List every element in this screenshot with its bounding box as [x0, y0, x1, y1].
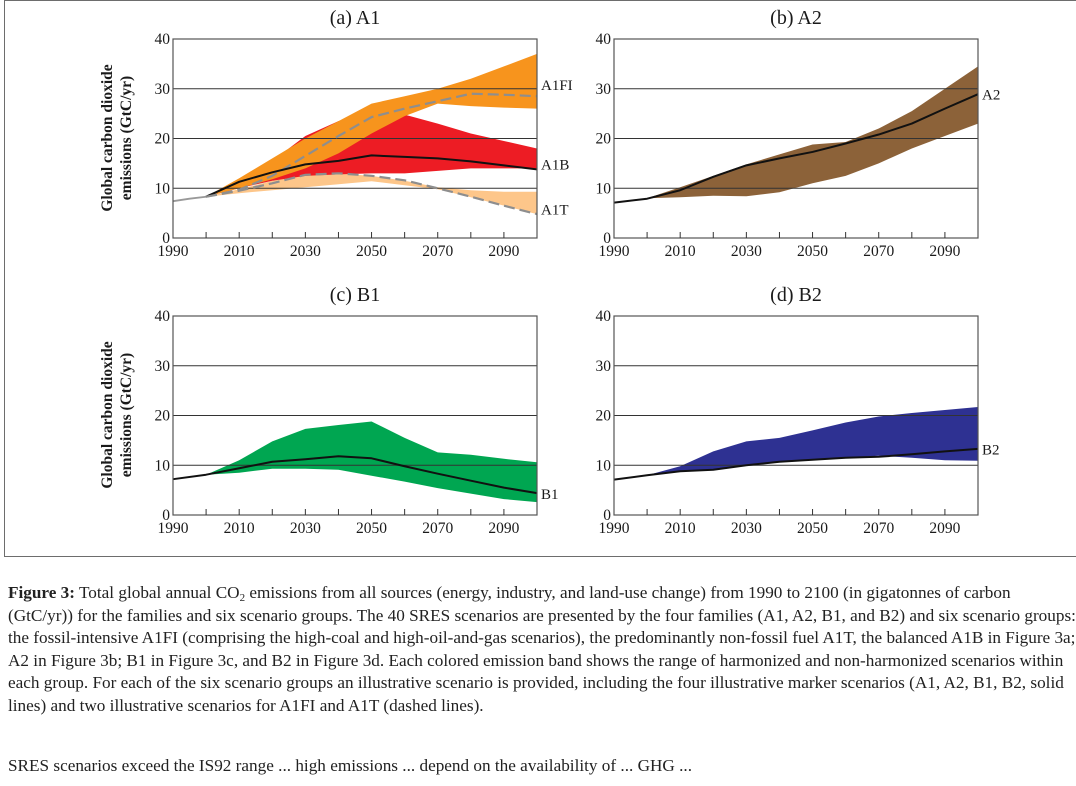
y-axis-label-top: Global carbon dioxide emissions (GtC/yr)	[99, 64, 135, 211]
x-tick-label: 2070	[422, 520, 453, 537]
x-tick-label: 2050	[356, 520, 387, 537]
y-tick-label: 30	[155, 81, 171, 98]
y-tick-label: 20	[596, 408, 612, 425]
plot-area-border	[613, 315, 979, 516]
x-tick-label: 2070	[863, 520, 894, 537]
x-tick-label: 1990	[599, 520, 630, 537]
y-tick-label: 10	[155, 180, 171, 197]
x-tick-label: 1990	[158, 520, 189, 537]
figure-frame	[4, 0, 1076, 557]
y-tick-label: 10	[596, 457, 612, 474]
y-tick-label: 0	[162, 230, 170, 247]
emission-band-b2-range	[647, 407, 978, 476]
x-tick-label: 2050	[797, 243, 828, 260]
y-tick-label: 40	[155, 308, 171, 325]
x-tick-label: 2030	[290, 243, 321, 260]
series-line-history	[172, 195, 207, 203]
emission-band-b1-range	[206, 421, 537, 503]
x-tick-label: 2050	[797, 520, 828, 537]
x-tick-label: 2070	[863, 243, 894, 260]
x-tick-label: 2010	[224, 520, 255, 537]
plot-area-border	[172, 315, 538, 516]
emission-band-a2-range	[647, 66, 978, 199]
x-tick-label: 1990	[158, 243, 189, 260]
y-tick-label: 10	[155, 457, 171, 474]
plot-area-border	[613, 38, 979, 239]
y-tick-label: 0	[162, 507, 170, 524]
y-tick-label: 30	[155, 358, 171, 375]
x-tick-label: 2070	[422, 243, 453, 260]
emission-band-a1t-range	[206, 173, 537, 215]
series-label-a2: A2	[982, 88, 1000, 104]
caption-text-b: emissions from all sources (energy, indu…	[8, 583, 1076, 715]
plot-area-border	[172, 38, 538, 239]
series-line-a1b	[205, 154, 538, 198]
y-tick-label: 40	[596, 31, 612, 48]
caption-paragraph: Figure 3: Total global annual CO2 emissi…	[8, 582, 1076, 718]
y-tick-label: 20	[596, 131, 612, 148]
series-label-a1fi: A1FI	[541, 78, 573, 94]
y-tick-label: 40	[155, 31, 171, 48]
x-tick-label: 2030	[731, 243, 762, 260]
panel-title: (d) B2	[770, 284, 822, 306]
x-tick-label: 2010	[665, 243, 696, 260]
series-line-a1fi	[205, 92, 538, 198]
panel-title: (b) A2	[770, 7, 822, 29]
y-axis-label-bottom-line2: emissions (GtC/yr)	[118, 353, 135, 477]
figure-caption: Figure 3: Total global annual CO2 emissi…	[8, 582, 1076, 775]
caption-subscript: 2	[239, 592, 246, 604]
series-label-a1t: A1T	[541, 203, 569, 219]
x-tick-label: 2010	[665, 520, 696, 537]
caption-text-a: Total global annual CO	[75, 583, 240, 602]
y-tick-label: 0	[603, 507, 611, 524]
x-tick-label: 2030	[731, 520, 762, 537]
panel-title: (c) B1	[330, 284, 381, 306]
series-line-a2	[613, 93, 979, 204]
x-tick-label: 2090	[488, 243, 519, 260]
series-label-a1b: A1B	[541, 157, 569, 173]
x-tick-label: 2010	[224, 243, 255, 260]
y-axis-label-bottom-line1: Global carbon dioxide	[99, 341, 116, 488]
panel-title: (a) A1	[330, 7, 381, 29]
series-line-b1	[172, 455, 538, 495]
y-tick-label: 30	[596, 358, 612, 375]
y-tick-label: 0	[603, 230, 611, 247]
x-tick-label: 2090	[929, 520, 960, 537]
y-tick-label: 20	[155, 408, 171, 425]
caption-next-paragraph: SRES scenarios exceed the IS92 range ...…	[8, 756, 693, 775]
x-tick-label: 1990	[599, 243, 630, 260]
x-tick-label: 2090	[929, 243, 960, 260]
y-tick-label: 10	[596, 180, 612, 197]
series-label-b1: B1	[541, 487, 559, 503]
y-tick-label: 40	[596, 308, 612, 325]
y-tick-label: 30	[596, 81, 612, 98]
series-line-b2	[613, 447, 979, 481]
series-label-b2: B2	[982, 442, 1000, 458]
y-axis-label-top-line1: Global carbon dioxide	[99, 64, 116, 211]
x-tick-label: 2030	[290, 520, 321, 537]
x-tick-label: 2090	[488, 520, 519, 537]
series-line-a1t	[205, 172, 538, 216]
y-axis-label-bottom: Global carbon dioxide emissions (GtC/yr)	[99, 341, 135, 488]
x-tick-label: 2050	[356, 243, 387, 260]
y-axis-label-top-line2: emissions (GtC/yr)	[118, 76, 135, 200]
emission-band-a1fi-range	[206, 53, 537, 197]
y-tick-label: 20	[155, 131, 171, 148]
caption-label: Figure 3:	[8, 583, 75, 602]
